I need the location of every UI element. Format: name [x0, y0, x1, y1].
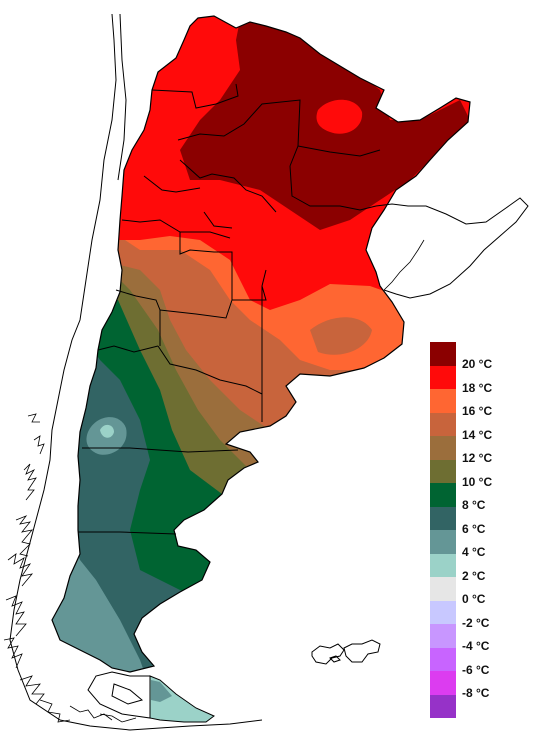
legend-swatch — [430, 671, 456, 695]
legend-label: 8 °C — [462, 498, 486, 512]
legend-item: 18 °C — [430, 365, 534, 394]
legend-swatch — [430, 342, 456, 366]
legend-swatch — [430, 506, 456, 530]
legend-label: 6 °C — [462, 521, 486, 536]
legend-item: -4 °C — [430, 624, 534, 652]
legend-item: -2 °C — [430, 600, 534, 629]
legend-label: -2 °C — [462, 615, 490, 630]
temperature-legend: 20 °C 18 °C 16 °C 14 °C 12 °C 10 °C 8 °C 6 °C 4 … — [430, 342, 534, 718]
argentina-outline — [51, 15, 471, 673]
zone-18c-spot — [316, 99, 363, 134]
legend-label: 2 °C — [462, 568, 486, 583]
legend-swatch — [430, 600, 456, 624]
legend-swatch-bottom — [430, 694, 456, 718]
legend-item: 6 °C — [430, 506, 534, 535]
legend-item: 16 °C — [430, 389, 534, 417]
legend-item: 14 °C — [430, 412, 534, 441]
province-boundaries — [78, 83, 381, 535]
legend-swatch — [430, 436, 456, 460]
neighbor-outlines — [9, 13, 529, 731]
legend-label: 14 °C — [462, 427, 493, 442]
tierra-del-fuego-4c — [151, 680, 172, 702]
legend-swatch — [430, 483, 456, 507]
legend-label: 16 °C — [462, 404, 493, 418]
river-detail — [383, 239, 425, 291]
legend-item: 10 °C — [430, 459, 534, 488]
legend-swatch — [430, 624, 456, 648]
legend-swatch — [430, 459, 456, 483]
legend-swatch — [430, 530, 456, 554]
zone-18c-spot-2 — [289, 259, 303, 273]
chile-archipelago — [3, 413, 137, 723]
legend-item: 12 °C — [430, 436, 534, 464]
legend-label: -8 °C — [462, 686, 490, 700]
legend-swatch — [430, 412, 456, 436]
legend-label: -4 °C — [462, 639, 490, 653]
legend-item: 20 °C — [430, 342, 534, 370]
legend-item: -6 °C — [430, 647, 534, 676]
legend-item: 4 °C — [430, 530, 534, 558]
tierra-del-fuego — [149, 675, 215, 723]
legend-item: 0 °C — [430, 577, 534, 605]
legend-label: 10 °C — [462, 474, 493, 489]
legend-label: -6 °C — [462, 662, 490, 677]
legend-label: 12 °C — [462, 451, 493, 465]
legend-item: 8 °C — [430, 483, 534, 511]
legend-swatch — [430, 577, 456, 601]
legend-swatch — [430, 553, 456, 577]
legend-item: 2 °C — [430, 553, 534, 582]
zone-14c-pocket — [310, 317, 372, 355]
zone-2c-spot — [100, 424, 114, 438]
legend-label: 20 °C — [462, 357, 493, 371]
legend-swatch — [430, 647, 456, 671]
legend-label: 0 °C — [462, 592, 486, 606]
malvinas-islands — [311, 639, 381, 665]
legend-label: 4 °C — [462, 545, 486, 559]
legend-item: -8 °C — [430, 671, 534, 699]
legend-label: 18 °C — [462, 380, 493, 395]
legend-swatch — [430, 389, 456, 413]
legend-swatch — [430, 365, 456, 389]
